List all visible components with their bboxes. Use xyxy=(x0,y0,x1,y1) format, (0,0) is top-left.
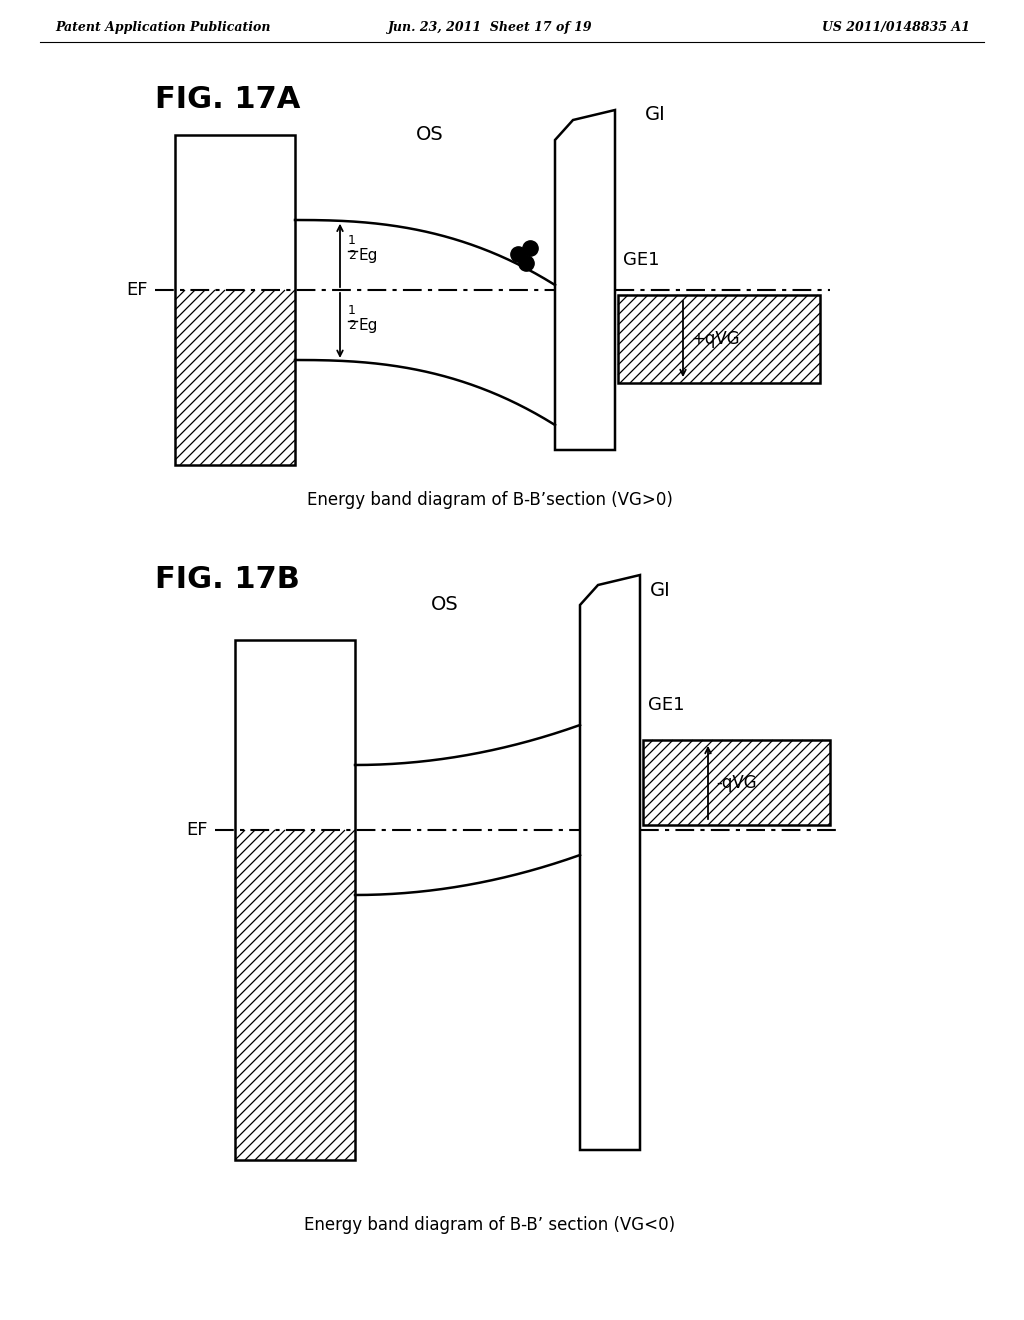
Bar xyxy=(234,640,355,1160)
Text: -qVG: -qVG xyxy=(716,774,757,792)
Polygon shape xyxy=(555,110,615,450)
Bar xyxy=(643,741,830,825)
Text: GI: GI xyxy=(650,581,671,599)
Text: GI: GI xyxy=(645,106,666,124)
Text: OS: OS xyxy=(416,125,443,144)
Text: EF: EF xyxy=(186,821,208,840)
Text: FIG. 17B: FIG. 17B xyxy=(155,565,300,594)
Text: GE1: GE1 xyxy=(623,251,659,269)
Text: EF: EF xyxy=(127,281,148,300)
Text: Energy band diagram of B-B’section (VG>0): Energy band diagram of B-B’section (VG>0… xyxy=(307,491,673,510)
Text: GE1: GE1 xyxy=(648,696,684,714)
Text: OS: OS xyxy=(431,595,459,615)
Text: 2: 2 xyxy=(348,249,356,261)
Text: 1: 1 xyxy=(348,305,356,317)
Text: Patent Application Publication: Patent Application Publication xyxy=(55,21,270,34)
Bar xyxy=(618,294,820,383)
Text: Jun. 23, 2011  Sheet 17 of 19: Jun. 23, 2011 Sheet 17 of 19 xyxy=(388,21,592,34)
Text: 1: 1 xyxy=(348,235,356,247)
Text: US 2011/0148835 A1: US 2011/0148835 A1 xyxy=(822,21,970,34)
Polygon shape xyxy=(580,576,640,1150)
Bar xyxy=(175,135,295,465)
Text: Eg: Eg xyxy=(358,318,378,333)
Text: Energy band diagram of B-B’ section (VG<0): Energy band diagram of B-B’ section (VG<… xyxy=(304,1216,676,1234)
Text: FIG. 17A: FIG. 17A xyxy=(155,86,300,115)
Text: 2: 2 xyxy=(348,319,356,331)
Text: +qVG: +qVG xyxy=(691,330,739,348)
Text: Eg: Eg xyxy=(358,248,378,263)
